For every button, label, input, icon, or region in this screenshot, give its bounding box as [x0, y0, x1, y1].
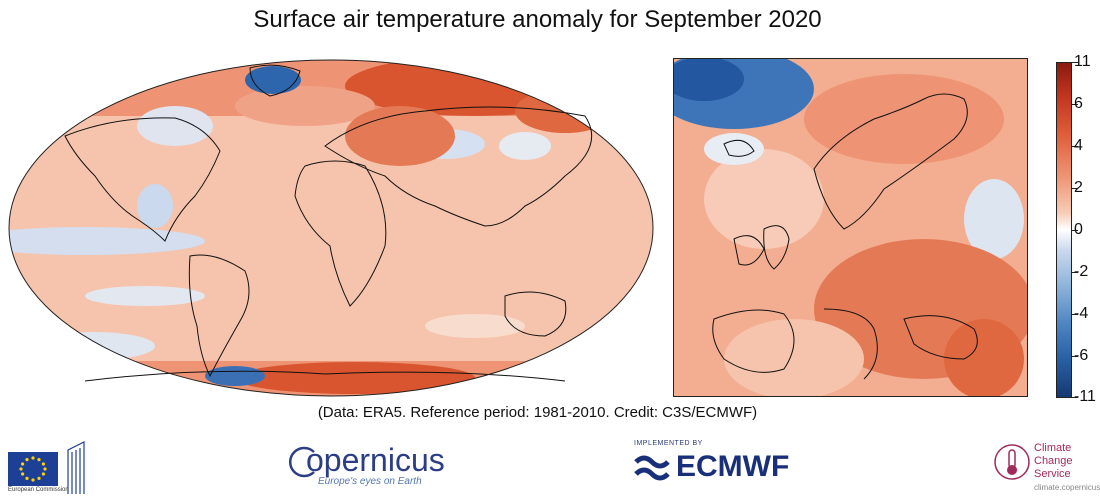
greenland-cold-anomaly [245, 66, 301, 94]
ecmwf-implemented-by: IMPLEMENTED BY [634, 440, 703, 447]
europe-anomaly-map [673, 58, 1028, 397]
colorbar-label: -6 [1074, 347, 1089, 364]
thermometer-icon [994, 444, 1030, 480]
c3s-line-2: Change Service [1034, 455, 1073, 480]
ecmwf-swirl-icon [634, 455, 670, 481]
world-anomaly-map [8, 59, 654, 397]
world-anomaly-field [9, 60, 653, 396]
data-credit-caption: (Data: ERA5. Reference period: 1981-2010… [317, 404, 758, 421]
colorbar-tick [1072, 104, 1078, 105]
colorbar-tick [1072, 397, 1078, 398]
coastlines [64, 64, 593, 382]
climate-change-service-logo: Climate Change Service climate.copernicu… [990, 438, 1100, 498]
colorbar-tick [1072, 146, 1078, 147]
colorbar-tick [1072, 272, 1078, 273]
colorbar-label: 0 [1074, 221, 1083, 238]
copernicus-tagline: Europe's eyes on Earth [318, 476, 422, 487]
colorbar-label: 11 [1074, 53, 1091, 70]
colorbar-label: -2 [1074, 263, 1089, 280]
copernicus-name: opernicus [306, 442, 445, 478]
eu-logo-text: European Commission [8, 487, 69, 493]
colorbar-tick [1072, 62, 1078, 63]
c3s-line-3: climate.copernicus... [1034, 483, 1100, 492]
european-commission-logo: European Commission [6, 438, 88, 498]
colorbar [1056, 62, 1072, 398]
c3s-logo-text: Climate Change Service climate.copernicu… [1034, 442, 1100, 494]
ecmwf-name: ECMWF [676, 450, 790, 483]
map-title: Surface air temperature anomaly for Sept… [253, 6, 822, 33]
commission-building-icon [67, 441, 85, 494]
colorbar-tick [1072, 188, 1078, 189]
colorbar-label: 4 [1074, 137, 1083, 154]
ecmwf-logo: IMPLEMENTED BY ECMWF [630, 440, 810, 490]
colorbar-tick [1072, 230, 1078, 231]
eu-flag-icon [8, 452, 58, 486]
colorbar-label: 6 [1074, 95, 1083, 112]
colorbar-label: -11 [1074, 388, 1096, 405]
colorbar-label: 2 [1074, 179, 1083, 196]
copernicus-logo: opernicus Europe's eyes on Earth [284, 440, 445, 488]
europe-anomaly-field [674, 59, 1027, 396]
colorbar-label: -4 [1074, 305, 1089, 322]
copernicus-c-icon [288, 446, 315, 478]
c3s-line-1: Climate [1034, 442, 1072, 454]
colorbar-tick [1072, 356, 1078, 357]
europe-coastlines [712, 93, 978, 380]
colorbar-tick [1072, 314, 1078, 315]
southern-ocean-cold-anomaly [545, 353, 625, 369]
